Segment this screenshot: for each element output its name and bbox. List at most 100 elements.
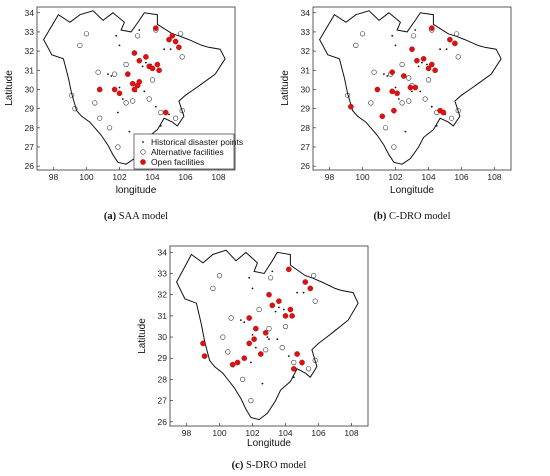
panel-a-y-tick-label: 31 bbox=[25, 65, 35, 75]
panel-c-open-facility-point bbox=[257, 351, 264, 357]
panel-a-alternative-facility-point bbox=[68, 92, 75, 98]
panel-a-open-facility-point bbox=[136, 57, 143, 64]
panel-c-open-facility-point bbox=[294, 351, 300, 357]
panel-c-historical-disaster-point bbox=[254, 346, 257, 349]
panel-c-y-tick-label: 29 bbox=[158, 353, 168, 363]
panel-a-y-axis-label: Latitude bbox=[4, 70, 15, 106]
panel-b-alternative-facility-point bbox=[368, 100, 374, 106]
panel-a-open-facility-point bbox=[125, 71, 131, 77]
panel-c-alternative-facility-point bbox=[256, 306, 262, 313]
panel-b-historical-disaster-point bbox=[383, 73, 385, 75]
panel-c-historical-disaster-point bbox=[248, 276, 251, 279]
panel-c-y-tick-label: 26 bbox=[158, 417, 168, 427]
panel-b-open-facility-point bbox=[391, 107, 397, 114]
panel-b-y-tick-label: 32 bbox=[301, 46, 311, 56]
panel-a-y-tick-label: 29 bbox=[25, 104, 35, 114]
panel-b-historical-disaster-point bbox=[426, 63, 428, 66]
panel-c-x-tick-label: 106 bbox=[311, 428, 325, 438]
panel-b-alternative-facility-point bbox=[449, 115, 455, 121]
panel-c-historical-disaster-point bbox=[302, 291, 305, 294]
panel-b-x-tick-label: 100 bbox=[355, 172, 369, 182]
panel-b-y-tick-label: 33 bbox=[301, 27, 311, 37]
panel-b-province-boundary bbox=[319, 10, 502, 165]
panel-b-x-tick-label: 102 bbox=[388, 172, 402, 182]
panel-c-y-tick-label: 33 bbox=[158, 269, 168, 279]
panel-b-alternative-facility-point bbox=[422, 96, 428, 102]
panel-b-open-facility-point bbox=[379, 113, 386, 120]
panel-a-province-boundary bbox=[43, 10, 226, 165]
panel-a-historical-disaster-point bbox=[145, 61, 147, 64]
panel-b-historical-disaster-point bbox=[430, 105, 433, 108]
panel-a-y-tick-label: 33 bbox=[25, 27, 35, 37]
panel-a-historical-disaster-point bbox=[169, 48, 172, 51]
panel-a-alternative-facility-point bbox=[146, 96, 152, 102]
panel-a-y-tick-label: 26 bbox=[25, 161, 35, 171]
panel-c-alternative-facility-point bbox=[311, 273, 317, 279]
panel-c-historical-disaster-point bbox=[251, 334, 254, 336]
panel-a-y-tick-label: 34 bbox=[25, 8, 35, 18]
panel-c-open-facility-point bbox=[229, 361, 236, 368]
panel-b-alternative-facility-point bbox=[411, 33, 417, 39]
panel-c-x-tick-label: 108 bbox=[344, 428, 358, 438]
panel-c-open-facility-point bbox=[251, 336, 257, 343]
panel-b-ticks: 98 100 102 104 106 108 26 27 28 29 30 31 32 33 34 bbox=[301, 8, 502, 182]
panel-c-historical-disaster-point bbox=[296, 291, 298, 294]
panel-c-caption: (c) S-DRO model bbox=[232, 460, 307, 471]
panel-c-open-facility-point bbox=[276, 298, 282, 304]
panel-a-alternative-facility-point bbox=[72, 105, 78, 112]
panel-b-historical-disaster-point bbox=[417, 65, 420, 68]
panel-c-historical-disaster-point bbox=[250, 361, 252, 364]
panel-a-x-axis-label: longitude bbox=[116, 185, 157, 196]
panel-c-open-facility-point bbox=[241, 355, 248, 362]
panel-a-historical-disaster-point bbox=[159, 125, 162, 127]
panel-b-open-facility-point bbox=[389, 69, 396, 75]
panel-a-historical-disaster-point bbox=[117, 111, 119, 114]
panel-a-alternative-facility-point bbox=[123, 61, 129, 68]
panel-b-caption-label: (b) bbox=[373, 211, 386, 222]
panel-a-historical-disaster-point bbox=[121, 98, 124, 100]
panel-a-historical-disaster-point bbox=[163, 48, 166, 51]
panel-c-y-tick-label: 32 bbox=[158, 290, 168, 300]
panel-b-historical-disaster-point bbox=[439, 48, 441, 51]
panel-c: 98 100 102 104 106 108 26 27 28 29 30 31 32 33 34 Long… bbox=[137, 245, 369, 471]
panel-a-alternative-facility-point bbox=[115, 144, 121, 150]
panel-c-open-facility-point bbox=[307, 285, 314, 292]
panel-b-historical-disaster-point bbox=[411, 90, 413, 93]
panel-c-marks bbox=[200, 266, 318, 404]
panel-b-historical-disaster-point bbox=[419, 90, 422, 93]
panel-c-open-facility-point bbox=[299, 359, 305, 366]
panel-b-caption-text: C-DRO model bbox=[386, 211, 450, 222]
panel-a-alternative-facility-point bbox=[179, 54, 185, 60]
panel-a-open-facility-point bbox=[162, 109, 169, 116]
panel-b-historical-disaster-point bbox=[445, 48, 448, 51]
panel-c-open-facility-point bbox=[234, 359, 241, 366]
panel-b-alternative-facility-point bbox=[455, 54, 461, 60]
panel-b-open-facility-point bbox=[414, 57, 420, 64]
panel-a-alternative-facility-point bbox=[77, 42, 83, 49]
panel-b-alternative-facility-point bbox=[406, 75, 412, 81]
panel-a-open-facility-point bbox=[149, 65, 156, 72]
panel-c-open-facility-point bbox=[262, 329, 269, 336]
legend-marker-alternative bbox=[140, 149, 146, 155]
panel-c-alternative-facility-point bbox=[248, 398, 254, 404]
panel-a: 98 100 102 104 106 108 26 27 28 29 30 31 32 33 34 long… bbox=[4, 6, 243, 222]
panel-b-open-facility-point bbox=[409, 46, 415, 53]
panel-c-open-facility-point bbox=[287, 306, 294, 313]
panel-a-open-facility-point bbox=[176, 44, 182, 51]
panel-b-open-facility-point bbox=[407, 84, 414, 91]
panel-b-alternative-facility-point bbox=[399, 100, 405, 106]
panel-b-open-facility-point bbox=[374, 86, 381, 93]
panel-a-y-tick-label: 27 bbox=[25, 142, 35, 152]
panel-b-open-facility-point bbox=[428, 25, 435, 31]
panel-c-alternative-facility-point bbox=[220, 334, 226, 340]
panel-b-alternative-facility-point bbox=[345, 92, 351, 98]
panel-b-open-facility-point bbox=[394, 90, 400, 97]
panel-a-alternative-facility-point bbox=[173, 115, 179, 121]
panel-c-alternative-facility-point bbox=[268, 275, 274, 281]
panel-b-alternative-facility-point bbox=[353, 42, 359, 49]
panel-b-alternative-facility-point bbox=[399, 61, 405, 68]
panel-a-x-tick-label: 98 bbox=[49, 172, 59, 182]
panel-a-marks bbox=[68, 25, 185, 150]
legend-marker-historical bbox=[142, 141, 144, 143]
